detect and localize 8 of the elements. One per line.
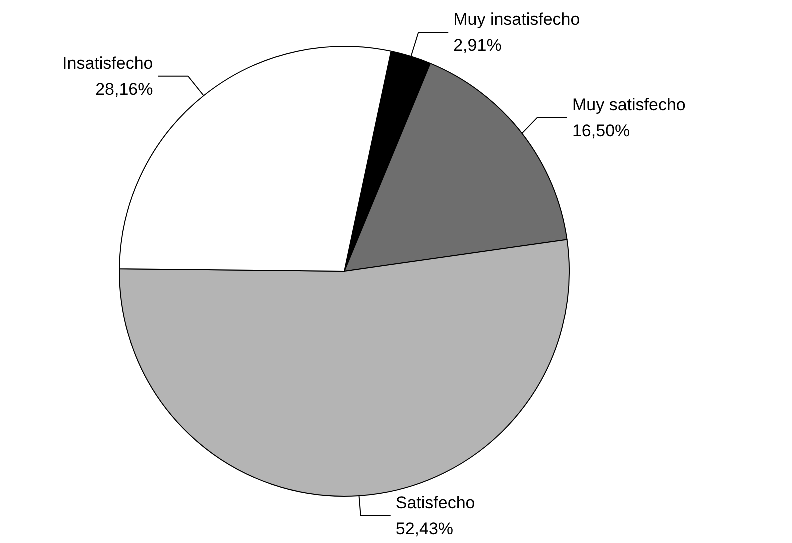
slice-label: Insatisfecho bbox=[62, 54, 154, 73]
slice-label: Satisfecho bbox=[396, 494, 476, 512]
data-label: 52,43% bbox=[396, 520, 454, 538]
slice-label: Muy insatisfecho bbox=[454, 10, 580, 30]
data-label: 2,91% bbox=[454, 36, 502, 56]
slice-label: Muy satisfecho bbox=[572, 95, 686, 114]
data-label: 16,50% bbox=[572, 121, 630, 140]
data-label: 28,16% bbox=[96, 80, 154, 99]
